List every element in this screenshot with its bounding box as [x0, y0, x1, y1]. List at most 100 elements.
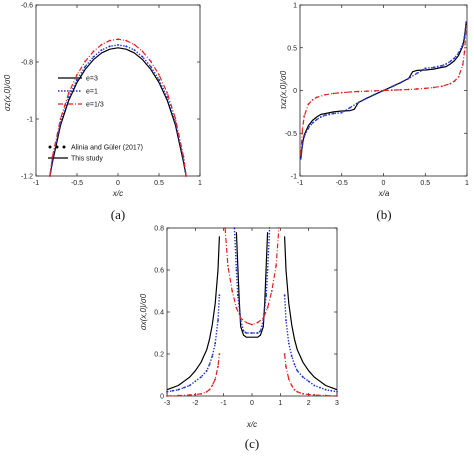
panel-b-series-e1-point	[424, 67, 427, 70]
panel-b-series-e1-point	[307, 127, 310, 130]
panel-b-series-e1-point	[349, 106, 351, 109]
panel-c-series-e1-point	[233, 227, 236, 229]
panel-b-series-e13-point	[357, 90, 360, 93]
panel-c-ytick-label: 0.2	[154, 352, 164, 359]
legend-label-this-study: This study	[71, 156, 103, 163]
panel-a-ylabel: σz(x,0)/σ0	[3, 74, 12, 111]
panel-c-series-e13-point	[290, 384, 293, 387]
panel-c-ytick-label: 0.4	[154, 310, 164, 317]
panel-b-series-e1-point	[365, 97, 368, 100]
panel-a-ytick-label: -1	[27, 117, 33, 124]
panel-b-series-e13-point	[349, 91, 351, 93]
panel-b-series-e13-point	[382, 89, 385, 92]
panel-c-series-e1-point	[313, 384, 316, 387]
panel-c-series-e1-point	[319, 386, 321, 389]
panel-c-series-e1-point	[200, 376, 202, 378]
panel-c-series-e1-point	[256, 332, 259, 334]
panel-b-series-e13-point	[315, 96, 318, 99]
panel-a-series-e1-point	[158, 78, 160, 81]
panel-c-series-e1-point	[235, 269, 238, 271]
panel-b-series-e13-point	[457, 75, 460, 78]
panel-b-series-e13-point	[374, 89, 377, 92]
panel-b-series-e13-point	[441, 85, 443, 88]
panel-b-series-e1-point	[374, 93, 377, 96]
panel-c-series-e1-point	[211, 355, 214, 357]
panel-b-xtick-label: 0.5	[420, 180, 430, 187]
panel-c-series-e13-point	[231, 290, 234, 292]
panel-b: τxz(x,0)/σ0 x/a (b) -1 -0.5 0 0.5 1 1 0.5 0 -0.5…	[279, 3, 469, 223]
panel-a-series-e13-point	[117, 38, 119, 41]
panel-c-series-e13-point	[200, 393, 202, 395]
panel-a-series-e1-point	[125, 45, 128, 48]
panel-c-series-e13-point	[205, 390, 208, 393]
panel-a: σz(x,0)/σ0 x/c (a) e=3 e=1 e=1/3 Alinia …	[3, 3, 202, 223]
panel-b-series-e13-point	[449, 82, 452, 85]
panel-c-series-e13-point	[218, 353, 221, 355]
panel-a-ytick-label: -0.6	[21, 3, 33, 10]
panel-c-series-e3-line	[235, 232, 269, 338]
panel-b-series-e13-point	[461, 63, 464, 66]
panel-b-series-e13-point	[340, 91, 343, 94]
panel-a-series-e13-point	[67, 91, 70, 94]
panel-b-series-e1-point	[311, 122, 314, 124]
panel-b-series-e13-point	[416, 88, 418, 90]
panel-c-series-e13-point	[256, 321, 259, 324]
panel-a-series-e13-point	[185, 175, 187, 177]
panel-c-series-e1-point	[218, 294, 221, 297]
panel-c-series-e13-point	[245, 321, 248, 324]
panel-c-series-e3-line	[166, 236, 220, 391]
panel-c-series-e13-point	[224, 227, 226, 229]
panel-a-series-e1-point	[166, 96, 169, 99]
panel-a-xtick-label: -1	[33, 180, 39, 187]
panel-a-ytick-label: -1.2	[21, 174, 33, 181]
panel-a-xtick-label: -0.5	[71, 180, 83, 187]
panel-b-series-e13-point	[390, 89, 393, 92]
panel-b-series-e13-point	[311, 99, 314, 101]
panel-c-series-e1-point	[268, 227, 271, 229]
panel-a-series-e13-point	[92, 50, 95, 53]
panel-b-series-e13-point	[463, 51, 466, 53]
panel-b-series-e13-point	[399, 88, 402, 91]
panel-b-series-e1-point	[332, 112, 335, 115]
panel-c-series-e1-point	[324, 388, 327, 391]
panel-c-series-e1-point	[214, 342, 217, 345]
panel-a-series-e1-point	[117, 44, 119, 46]
panel-a-series-e13-point	[141, 50, 144, 53]
panel-a-xtick-label: 1	[198, 180, 202, 187]
panel-c-series-e13-point	[296, 390, 299, 393]
panel-b-series-e13-point	[299, 153, 302, 156]
panel-b-series-e13-point	[307, 103, 310, 106]
panel-c-series-e13-point	[287, 378, 290, 381]
panel-b-series-e1-point	[463, 35, 466, 38]
panel-c-series-e13-point	[177, 394, 180, 397]
panel-b-series-e1-point	[441, 64, 443, 67]
panel-c-series-e1-point	[194, 380, 197, 383]
panel-a-series-e13-point	[166, 91, 169, 94]
panel-a-series-e1-point	[84, 65, 87, 68]
panel-c-series-e13-point	[166, 395, 168, 397]
panel-b-series-e13-point	[365, 90, 368, 93]
panel-c-series-e13-point	[235, 306, 238, 309]
panel-a-series-e1-point	[100, 49, 103, 51]
panel-c-series-e13-point	[336, 395, 338, 397]
panel-b-ylabel: τxz(x,0)/σ0	[279, 70, 288, 109]
panel-c-series-e1-point	[259, 330, 262, 332]
panel-b-series-e13-point	[453, 80, 456, 82]
panel-c-ylabel: σx(x,0)/σ0	[139, 293, 148, 330]
panel-b-ytick-label: 0	[293, 88, 297, 95]
legend-label-e13: e=1/3	[86, 102, 104, 109]
panel-c-series-e1-point	[183, 386, 185, 389]
panel-b-xtick-label: 0	[382, 180, 386, 187]
panel-c-series-e1-point	[330, 389, 333, 392]
panel-a-series-e1-point	[51, 158, 54, 161]
panel-a-ytick-label: -0.8	[21, 60, 33, 67]
panel-c-series-e13-point	[217, 365, 219, 368]
panel-b-series-e1-point	[340, 111, 343, 114]
panel-b-series-e1-point	[449, 60, 452, 63]
panel-a-series-e13-point	[84, 60, 87, 63]
panel-c-series-e1-point	[265, 294, 268, 297]
panel-b-ytick-label: 0.5	[287, 45, 297, 52]
panel-b-series-e13-point	[424, 87, 427, 90]
legend-label-alinia: Alinia and Güler (2017)	[71, 145, 143, 152]
